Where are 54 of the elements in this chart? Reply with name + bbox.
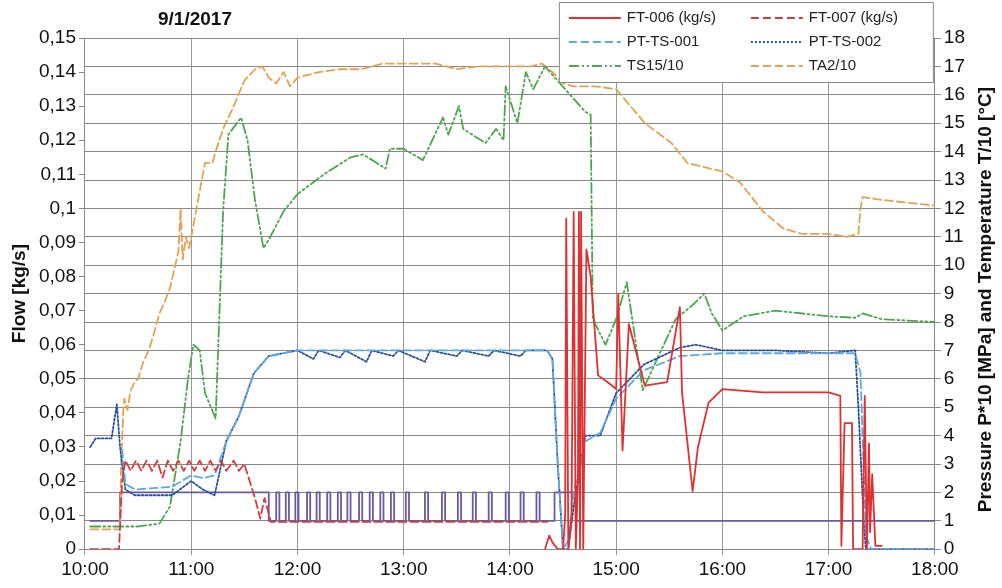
y2-tick-label: 15	[943, 111, 966, 133]
y-tick-label: 0,03	[39, 435, 76, 457]
y2-tick-label: 7	[943, 338, 955, 360]
y2-tick-label: 12	[943, 196, 966, 218]
y2-tick-label: 16	[943, 83, 966, 105]
legend-label: PT-TS-002	[808, 32, 882, 50]
y-tick-label: 0,09	[39, 230, 76, 252]
y2-tick-label: 17	[943, 54, 966, 76]
y-tick-label: 0,13	[39, 94, 76, 116]
y2-tick-label: 0	[943, 537, 955, 559]
legend-label: TA2/10	[808, 56, 857, 74]
legend-label: FT-007 (kg/s)	[808, 8, 899, 26]
y-tick-label: 0	[65, 537, 76, 559]
x-tick-label: 15:00	[592, 557, 640, 579]
legend-label: PT-TS-001	[626, 32, 700, 50]
y2-tick-label: 8	[943, 310, 955, 332]
y2-tick-label: 14	[943, 139, 966, 161]
y-tick-label: 0,06	[39, 332, 76, 354]
x-tick-label: 10:00	[61, 557, 109, 579]
y-tick-label: 0,01	[39, 503, 76, 525]
y2-tick-label: 1	[943, 509, 955, 531]
y-tick-label: 0,11	[40, 162, 76, 184]
y2-tick-label: 5	[943, 395, 955, 417]
y2-tick-label: 11	[943, 225, 964, 247]
y2-tick-label: 4	[943, 423, 955, 445]
y-tick-label: 0,02	[39, 469, 76, 491]
y-tick-label: 0,04	[39, 401, 77, 423]
y2-axis-title: Pressure P*10 [MPa] and Temperature T/10 [°C]	[974, 86, 996, 513]
legend-label: FT-006 (kg/s)	[626, 8, 717, 26]
y2-tick-label: 3	[943, 452, 955, 474]
y-tick-label: 0,05	[39, 367, 76, 389]
y2-tick-label: 6	[943, 367, 955, 389]
x-tick-label: 12:00	[273, 557, 322, 579]
y2-tick-label: 9	[943, 281, 955, 303]
y-axis-title: Flow [kg/s]	[8, 243, 30, 344]
x-tick-label: 14:00	[486, 557, 534, 579]
x-tick-label: 17:00	[804, 557, 853, 579]
y-tick-label: 0,12	[39, 128, 76, 150]
x-tick-label: 18:00	[911, 557, 959, 579]
y2-tick-label: 10	[943, 253, 966, 275]
x-tick-label: 13:00	[379, 557, 428, 579]
y-tick-label: 0,14	[39, 60, 77, 82]
y-tick-label: 0,15	[39, 26, 76, 48]
x-tick-label: 11:00	[168, 557, 215, 579]
legend-label: TS15/10	[626, 56, 684, 74]
y-tick-label: 0,07	[39, 298, 76, 320]
y2-tick-label: 18	[943, 26, 966, 48]
y-tick-label: 0,1	[49, 196, 76, 218]
x-tick-label: 16:00	[698, 557, 747, 579]
y-tick-label: 0,08	[39, 264, 76, 286]
chart-title: 9/1/2017	[158, 8, 232, 30]
line-series	[89, 459, 549, 550]
y2-tick-label: 2	[943, 480, 955, 502]
y2-tick-label: 13	[943, 168, 966, 190]
